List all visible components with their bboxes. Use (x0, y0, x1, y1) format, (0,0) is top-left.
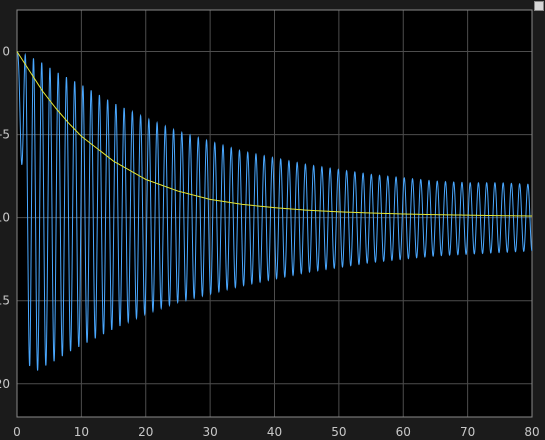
x-tick-label: 30 (202, 425, 217, 439)
x-tick-label: 50 (331, 425, 346, 439)
x-tick-label: 0 (13, 425, 21, 439)
y-tick-label: -5 (0, 128, 10, 142)
plot-frame (16, 9, 533, 418)
series-decay (16, 51, 533, 217)
x-tick-label: 40 (267, 425, 282, 439)
series-oscillation (16, 51, 533, 371)
series-group (16, 51, 533, 371)
tick-labels: 0 10 20 30 40 50 60 70 80 0 -5 -10 -15 -20 (0, 45, 540, 439)
y-tick-label: -20 (0, 377, 10, 391)
y-tick-label: 0 (2, 45, 10, 59)
restore-icon[interactable] (534, 1, 544, 11)
x-tick-label: 80 (524, 425, 539, 439)
x-tick-label: 70 (460, 425, 475, 439)
x-tick-label: 10 (74, 425, 89, 439)
y-tick-label: -10 (0, 211, 10, 225)
x-tick-label: 60 (396, 425, 411, 439)
x-tick-label: 20 (138, 425, 153, 439)
grid (16, 9, 533, 418)
y-tick-label: -15 (0, 294, 10, 308)
